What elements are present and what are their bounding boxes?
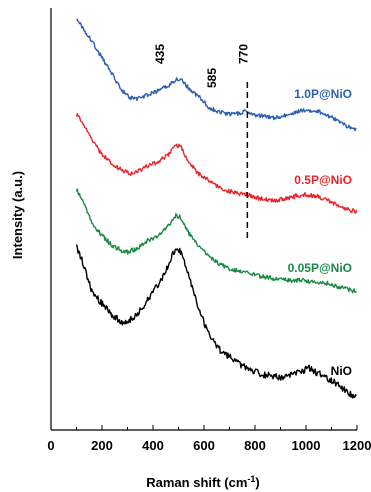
x-tick-label: 800 bbox=[244, 438, 266, 453]
series-line-1-0p-nio bbox=[76, 18, 357, 132]
series-label: 1.0P@NiO bbox=[294, 87, 352, 101]
x-tick-label: 1200 bbox=[343, 438, 371, 453]
x-tick-label: 200 bbox=[91, 438, 113, 453]
x-axis-title: Raman shift (cm-1) bbox=[146, 474, 260, 490]
peak-label-435: 435 bbox=[153, 44, 167, 64]
series-label: 0.05P@NiO bbox=[288, 261, 352, 275]
x-axis-title-superscript: -1 bbox=[247, 474, 255, 484]
series-line-0-05p-nio bbox=[75, 188, 357, 294]
series-line-0-5p-nio bbox=[75, 113, 358, 214]
x-tick-label: 600 bbox=[193, 438, 215, 453]
peak-annotations: 435 585 770 bbox=[153, 44, 250, 240]
series-label: 0.5P@NiO bbox=[294, 173, 352, 187]
y-axis-title: Intensity (a.u.) bbox=[10, 171, 25, 259]
x-tick-label: 0 bbox=[47, 438, 54, 453]
x-ticks: 0 200 400 600 800 1000 1200 bbox=[47, 425, 371, 453]
series-labels: 1.0P@NiO 0.5P@NiO 0.05P@NiO NiO bbox=[288, 87, 352, 378]
peak-label-770: 770 bbox=[236, 44, 250, 64]
x-tick-label: 1000 bbox=[292, 438, 321, 453]
series-lines bbox=[75, 18, 358, 399]
peak-label-585: 585 bbox=[205, 68, 219, 88]
x-tick-label: 400 bbox=[142, 438, 164, 453]
series-line-nio bbox=[75, 244, 357, 399]
series-label: NiO bbox=[331, 364, 352, 378]
